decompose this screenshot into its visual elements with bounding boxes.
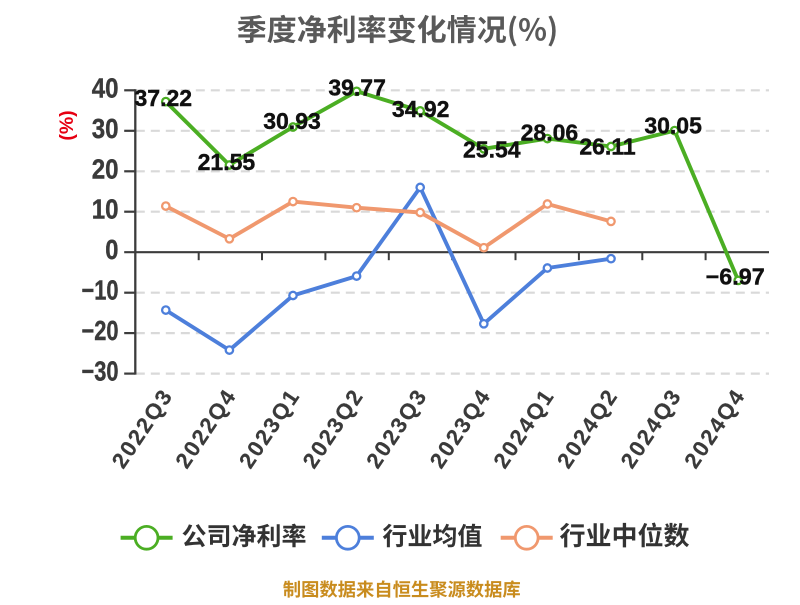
- svg-text:25.54: 25.54: [463, 137, 521, 163]
- svg-text:(%): (%): [56, 110, 78, 140]
- svg-text:30: 30: [92, 113, 119, 144]
- svg-text:20: 20: [92, 153, 119, 184]
- svg-text:−20: −20: [82, 315, 119, 346]
- svg-text:39.77: 39.77: [328, 74, 386, 100]
- svg-text:34.92: 34.92: [392, 96, 450, 122]
- svg-text:−6.97: −6.97: [706, 264, 765, 290]
- svg-text:37.22: 37.22: [135, 85, 193, 111]
- svg-text:0: 0: [105, 234, 118, 265]
- svg-text:−10: −10: [82, 275, 119, 306]
- svg-text:21.55: 21.55: [198, 149, 256, 175]
- svg-text:−30: −30: [82, 356, 119, 387]
- svg-text:40: 40: [92, 72, 119, 103]
- svg-text:10: 10: [92, 194, 119, 225]
- svg-text:26.11: 26.11: [579, 133, 635, 159]
- svg-text:30.05: 30.05: [644, 113, 702, 139]
- svg-text:28.06: 28.06: [521, 120, 579, 146]
- svg-text:30.93: 30.93: [263, 108, 321, 134]
